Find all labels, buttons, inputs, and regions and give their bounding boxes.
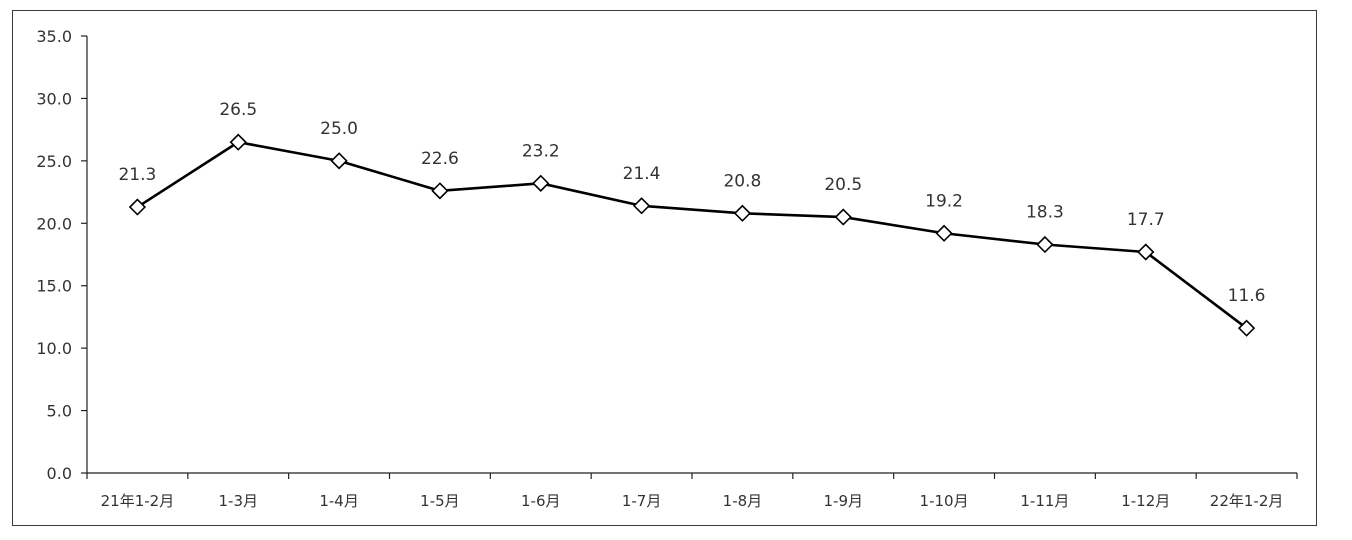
data-label: 19.2 <box>925 191 963 211</box>
x-tick-label: 1-5月 <box>420 492 460 510</box>
x-tick-label: 1-12月 <box>1121 492 1170 510</box>
y-tick-label: 15.0 <box>36 277 72 296</box>
data-label: 11.6 <box>1228 286 1266 306</box>
chart-frame <box>12 10 1317 526</box>
y-tick-label: 30.0 <box>36 89 72 108</box>
x-tick-label: 21年1-2月 <box>101 492 175 510</box>
data-label: 21.3 <box>118 165 156 185</box>
x-tick-label: 1-10月 <box>920 492 969 510</box>
data-point-marker <box>229 133 247 151</box>
data-label: 20.5 <box>824 175 862 195</box>
y-tick-label: 10.0 <box>36 339 72 358</box>
data-point-marker <box>834 208 852 226</box>
data-label: 25.0 <box>320 119 358 139</box>
x-tick-label: 1-3月 <box>219 492 259 510</box>
x-tick-label: 22年1-2月 <box>1210 492 1284 510</box>
data-point-marker <box>1137 243 1155 261</box>
x-tick-label: 1-11月 <box>1020 492 1069 510</box>
data-label: 20.8 <box>723 171 761 191</box>
y-tick-label: 20.0 <box>36 214 72 233</box>
data-point-marker <box>935 224 953 242</box>
data-label: 22.6 <box>421 149 459 169</box>
data-point-marker <box>1237 319 1256 337</box>
y-tick-label: 35.0 <box>36 27 72 46</box>
x-tick-label: 1-6月 <box>521 492 561 510</box>
data-point-marker <box>431 182 449 200</box>
y-tick-label: 25.0 <box>36 152 72 171</box>
x-tick-label: 1-7月 <box>622 492 662 510</box>
x-tick-label: 1-8月 <box>723 492 763 510</box>
x-tick-label: 1-4月 <box>319 492 359 510</box>
data-point-marker <box>1036 235 1054 254</box>
data-point-marker <box>128 198 147 216</box>
series-line <box>136 140 1248 330</box>
data-point-marker <box>330 152 348 170</box>
data-point-marker <box>532 174 550 192</box>
data-label: 23.2 <box>522 141 560 161</box>
y-tick-label: 0.0 <box>47 464 72 483</box>
data-label: 21.4 <box>623 164 661 184</box>
data-label: 18.3 <box>1026 203 1064 223</box>
y-tick-label: 5.0 <box>47 402 72 421</box>
data-point-marker <box>733 204 752 222</box>
data-label: 26.5 <box>219 100 257 120</box>
data-label: 17.7 <box>1127 210 1165 230</box>
x-tick-label: 1-9月 <box>824 492 864 510</box>
data-point-marker <box>632 197 651 215</box>
